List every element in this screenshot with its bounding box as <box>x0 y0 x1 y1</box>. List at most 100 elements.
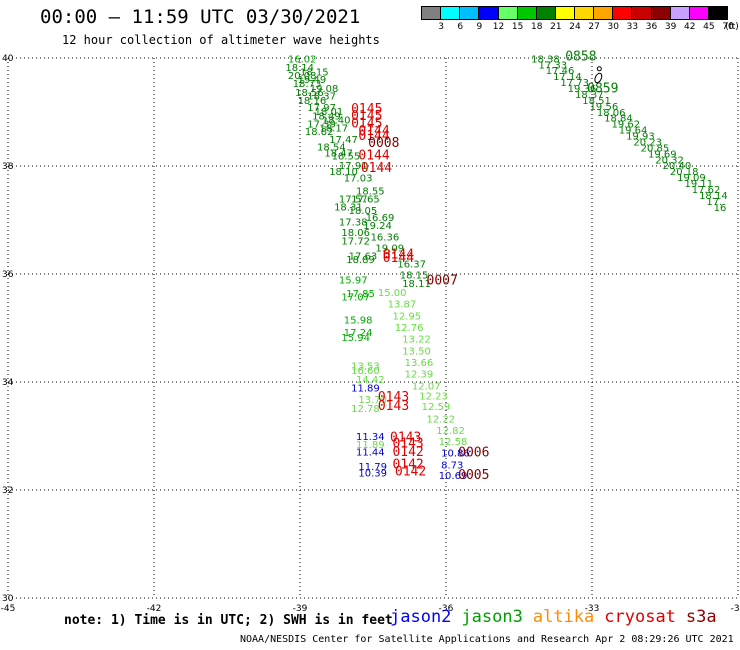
swh-value: 18.89 <box>346 255 375 266</box>
swh-value: 12.59 <box>422 402 451 413</box>
scale-label: 12 <box>492 22 505 32</box>
pass-time-label: 0008 <box>368 136 399 151</box>
swh-value: 18.54 <box>317 142 346 153</box>
swh-value: 20.18 <box>670 167 699 178</box>
scale-label: 30 <box>607 22 619 32</box>
scale-label: 36 <box>645 22 658 32</box>
swh-value: 17.91 <box>339 161 368 172</box>
swh-value: 12.82 <box>436 426 465 437</box>
swh-value: 19.09 <box>375 243 404 254</box>
swh-value: 17.47 <box>329 135 358 146</box>
swh-value: 19.11 <box>684 179 713 190</box>
swh-value: 12.39 <box>405 370 434 381</box>
pass-time-label: 0144 <box>358 129 389 144</box>
swh-value: 19.93 <box>626 132 655 143</box>
pass-time-label: 0144 <box>361 161 392 176</box>
swh-value: 16 <box>714 203 727 214</box>
pass-time-label: 0144 <box>358 149 389 164</box>
swh-value: 12.58 <box>439 437 468 448</box>
scale-label: 42 <box>684 22 696 32</box>
x-tick-label: -33 <box>585 604 600 614</box>
swh-value: 18.82 <box>305 127 334 138</box>
pass-time-label: 0142 <box>392 445 423 460</box>
swh-value: 12.23 <box>419 391 448 402</box>
swh-value: 13.87 <box>388 299 417 310</box>
swh-value: 20.40 <box>663 161 692 172</box>
swh-value: 16.02 <box>288 54 317 65</box>
pass-time-label: 0143 <box>392 436 423 451</box>
x-tick-label: -45 <box>1 604 16 614</box>
legend-entry-jason3: jason3 <box>461 607 523 627</box>
swh-value: 18.37 <box>307 92 336 103</box>
swh-value: 17.14 <box>553 72 582 83</box>
swh-value: 18.10 <box>329 167 358 178</box>
swh-value: 19.24 <box>363 221 392 232</box>
satellite-legend: jason2 jason3 altika cryosat s3a <box>390 607 727 627</box>
swh-value: 20.32 <box>655 155 684 166</box>
scale-label: 21 <box>550 22 562 32</box>
swh-value: 19.08 <box>310 84 339 95</box>
scale-label: 9 <box>476 22 483 32</box>
chart-title: 00:00 – 11:59 UTC 03/30/2021 <box>40 6 361 28</box>
buoy-marker <box>594 72 603 84</box>
swh-value: 13.50 <box>402 346 431 357</box>
swh-value: 18.01 <box>315 107 344 118</box>
swh-value: 18.06 <box>597 108 626 119</box>
swh-value: 17.24 <box>344 328 373 339</box>
scale-label: 45 <box>703 22 715 32</box>
swh-value: 17.73 <box>560 78 589 89</box>
scale-label: 18 <box>531 22 543 32</box>
swh-value: 18.05 <box>349 206 378 217</box>
pass-time-label: 0143 <box>378 390 409 405</box>
pass-time-label: 0142 <box>395 464 426 479</box>
y-tick-label: 36 <box>2 270 14 280</box>
swh-value: 18.55 <box>356 187 385 198</box>
swh-value: 16.69 <box>366 213 395 224</box>
swh-value: 15.97 <box>339 276 368 287</box>
swh-value: 20.08 <box>288 71 317 82</box>
pass-time-label: 0144 <box>383 251 414 266</box>
scale-unit: (ft) <box>725 22 739 32</box>
swh-value: 8.73 <box>441 460 463 471</box>
swh-value: 11.89 <box>351 384 380 395</box>
legend-entry-cryosat: cryosat <box>604 607 676 627</box>
swh-value: 11.79 <box>358 462 387 473</box>
swh-value: 18.40 <box>322 115 351 126</box>
swh-value: 17.57 <box>339 195 368 206</box>
swh-value: 18.15 <box>300 67 329 78</box>
swh-value: 15.94 <box>341 333 370 344</box>
swh-value: 15.98 <box>344 316 373 327</box>
pass-time-label: 0143 <box>390 430 421 445</box>
pass-time-label: 0143 <box>378 399 409 414</box>
swh-value: 17.72 <box>341 236 370 247</box>
swh-value: 18.73 <box>293 79 322 90</box>
scale-label: 70 <box>722 22 734 32</box>
swh-value: 13.66 <box>405 358 434 369</box>
credit-footer: NOAA/NESDIS Center for Satellite Applica… <box>240 634 734 645</box>
swh-value: 18.06 <box>341 228 370 239</box>
swh-value: 12.95 <box>392 311 421 322</box>
swh-value: 19.62 <box>611 120 640 131</box>
swh-value: 11.89 <box>356 440 385 451</box>
pass-time-label: 0145 <box>351 102 382 117</box>
y-tick-label: 32 <box>2 486 13 496</box>
y-tick-label: 40 <box>2 54 14 64</box>
legend-entry-jason2: jason2 <box>390 607 452 627</box>
swh-value: 18.49 <box>312 112 341 123</box>
swh-value: 17.62 <box>692 185 721 196</box>
swh-value: 17.03 <box>344 174 373 185</box>
x-tick-label: -39 <box>293 604 308 614</box>
swh-value: 17.85 <box>346 289 375 300</box>
swh-value: 10.86 <box>441 449 470 460</box>
swh-value: 12.76 <box>395 323 424 334</box>
swh-value: 10.39 <box>358 469 387 480</box>
swh-value: 17.38 <box>339 217 368 228</box>
pass-time-label: 0144 <box>383 247 414 262</box>
swh-value: 17.65 <box>351 195 380 206</box>
chart-subtitle: 12 hour collection of altimeter wave hei… <box>62 33 380 47</box>
pass-time-label: 0006 <box>458 446 489 461</box>
x-tick-label: -42 <box>147 604 162 614</box>
swh-value: 17.07 <box>341 292 370 303</box>
swh-value: 18.51 <box>582 96 611 107</box>
